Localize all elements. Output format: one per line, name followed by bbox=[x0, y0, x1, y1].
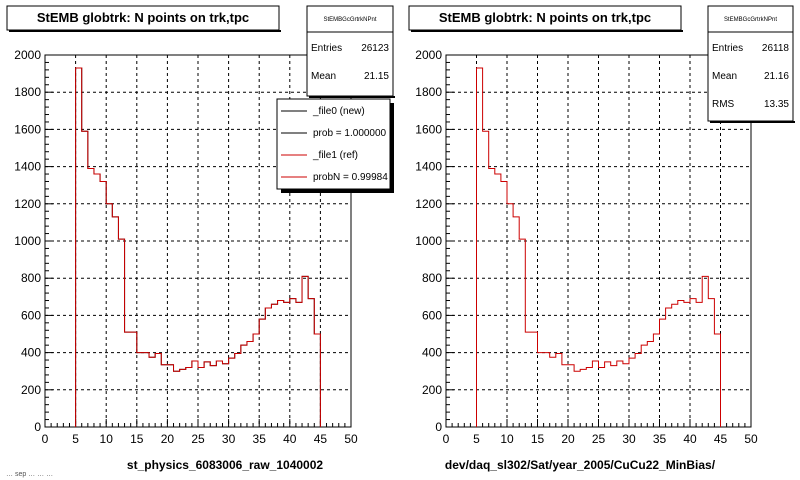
stats-value: 21.16 bbox=[764, 71, 789, 82]
chart-title-box: StEMB globtrk: N points on trk,tpc bbox=[6, 5, 281, 32]
x-tick-label: 10 bbox=[500, 432, 514, 446]
legend-entry-label: _file1 (ref) bbox=[312, 150, 358, 161]
x-tick-label: 15 bbox=[130, 432, 144, 446]
y-tick-label: 1800 bbox=[415, 85, 442, 99]
x-tick-label: 45 bbox=[314, 432, 328, 446]
y-tick-label: 800 bbox=[422, 271, 442, 285]
chart-title-shadow bbox=[9, 30, 281, 32]
chart-title-shadow bbox=[411, 30, 683, 32]
legend-entry-label: _file0 (new) bbox=[312, 106, 365, 117]
stats-label: RMS bbox=[712, 99, 735, 110]
x-tick-label: 5 bbox=[473, 432, 480, 446]
x-tick-label: 40 bbox=[283, 432, 297, 446]
y-tick-label: 2000 bbox=[14, 48, 41, 62]
stats-shadow bbox=[710, 121, 795, 123]
chart-panel-1: 0 5 10 15 20 25 30 35 40 45 50 0 200 400 600 800 1000 120… bbox=[6, 5, 395, 472]
y-tick-label: 1400 bbox=[415, 160, 442, 174]
y-tick-label: 1000 bbox=[14, 234, 41, 248]
legend-entry-label: probN = 0.99984 bbox=[313, 172, 388, 183]
stats-label: Mean bbox=[712, 71, 737, 82]
x-tick-label: 30 bbox=[622, 432, 636, 446]
y-tick-label: 400 bbox=[422, 346, 442, 360]
chart-title-frame bbox=[6, 5, 280, 31]
x-tick-label: 0 bbox=[42, 432, 49, 446]
y-tick-label: 1000 bbox=[415, 234, 442, 248]
x-tick-label: 45 bbox=[714, 432, 728, 446]
x-tick-label: 50 bbox=[744, 432, 758, 446]
x-tick-label: 35 bbox=[253, 432, 267, 446]
stats-value: 26123 bbox=[361, 43, 389, 54]
legend-entries: _file0 (new) prob = 1.000000 _file1 (ref) p… bbox=[281, 106, 388, 183]
y-tick-label: 0 bbox=[435, 420, 442, 434]
chart-panel-2: 0 5 10 15 20 25 30 35 40 45 50 0 200 400 600 800 1000 120… bbox=[408, 5, 795, 472]
stats-name: StEMBGcGrtrkNPnt bbox=[323, 17, 376, 23]
x-tick-label: 25 bbox=[191, 432, 205, 446]
legend-frame bbox=[276, 98, 391, 190]
x-tick-label: 50 bbox=[344, 432, 358, 446]
stats-box: StEMBGcGrtrkNPnt Entries 26123 Mean 21.15 bbox=[306, 5, 395, 98]
histogram-series-2 bbox=[75, 67, 321, 427]
x-tick-label: 25 bbox=[592, 432, 606, 446]
legend-entry-label: prob = 1.000000 bbox=[313, 128, 387, 139]
y-tick-label: 600 bbox=[422, 308, 442, 322]
stats-label: Entries bbox=[311, 43, 342, 54]
stats-box: StEMBGcGrtrkNPnt Entries 26118 Mean 21.16 RMS… bbox=[707, 5, 795, 123]
x-tick-label: 40 bbox=[683, 432, 697, 446]
x-tick-label: 5 bbox=[72, 432, 79, 446]
y-tick-label: 200 bbox=[21, 383, 41, 397]
chart-title: StEMB globtrk: N points on trk,tpc bbox=[37, 10, 249, 25]
histogram-series-1 bbox=[476, 67, 721, 427]
stats-frame bbox=[306, 5, 394, 97]
x-tick-label: 35 bbox=[653, 432, 667, 446]
x-tick-label: 30 bbox=[222, 432, 236, 446]
x-axis-label: st_physics_6083006_raw_1040002 bbox=[127, 458, 323, 472]
y-tick-label: 2000 bbox=[415, 48, 442, 62]
y-tick-label: 800 bbox=[21, 271, 41, 285]
y-tick-label: 400 bbox=[21, 346, 41, 360]
y-tick-label: 1400 bbox=[14, 160, 41, 174]
stats-shadow bbox=[309, 96, 395, 98]
x-tick-label: 20 bbox=[161, 432, 175, 446]
x-tick-label: 10 bbox=[100, 432, 114, 446]
y-tick-label: 600 bbox=[21, 308, 41, 322]
chart-title: StEMB globtrk: N points on trk,tpc bbox=[439, 10, 651, 25]
stats-label: Mean bbox=[311, 71, 336, 82]
x-tick-label: 20 bbox=[561, 432, 575, 446]
stats-name: StEMBGcGrtrkNPnt bbox=[724, 17, 777, 23]
y-tick-label: 1800 bbox=[14, 85, 41, 99]
y-tick-label: 200 bbox=[422, 383, 442, 397]
y-tick-label: 0 bbox=[34, 420, 41, 434]
y-tick-label: 1600 bbox=[14, 122, 41, 136]
stats-label: Entries bbox=[712, 43, 743, 54]
y-tick-label: 1600 bbox=[415, 122, 442, 136]
footer-text: … sep … … … bbox=[6, 471, 53, 478]
x-tick-label: 15 bbox=[531, 432, 545, 446]
stats-value: 13.35 bbox=[764, 99, 789, 110]
stats-value: 21.15 bbox=[364, 71, 389, 82]
stats-value: 26118 bbox=[762, 43, 790, 54]
chart-title-box: StEMB globtrk: N points on trk,tpc bbox=[408, 5, 683, 32]
x-tick-label: 0 bbox=[443, 432, 450, 446]
x-axis-label: dev/daq_sl302/Sat/year_2005/CuCu22_MinBi… bbox=[445, 458, 716, 472]
y-tick-label: 1200 bbox=[14, 197, 41, 211]
stats-frame bbox=[707, 5, 794, 122]
legend-box: _file0 (new) prob = 1.000000 _file1 (ref) p… bbox=[276, 98, 394, 193]
y-tick-label: 1200 bbox=[415, 197, 442, 211]
